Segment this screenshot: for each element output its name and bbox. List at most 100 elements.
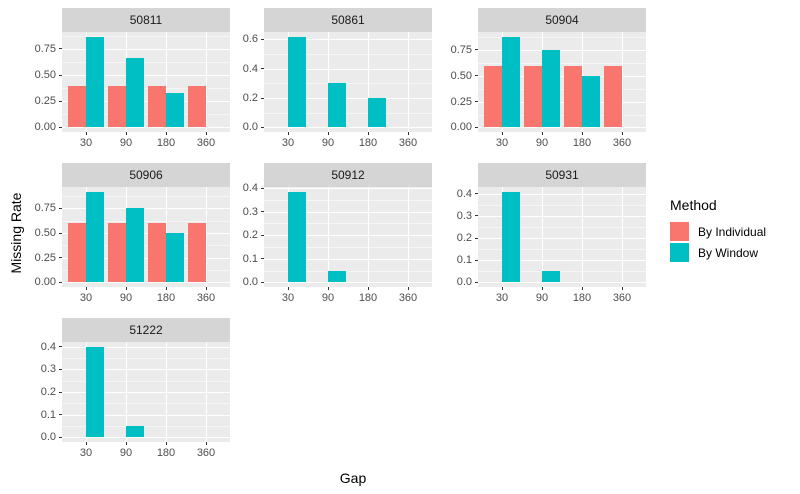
x-tick-mark [125,132,127,135]
gridline-major [478,127,646,129]
bar-by-window [166,233,184,283]
y-tick-mark [475,126,478,128]
gridline-minor [62,220,230,222]
legend-swatch-by-window [670,243,689,262]
x-axis-title: Gap [339,470,367,486]
y-tick-mark [59,281,62,283]
bar-by-window [368,98,386,128]
y-tick-label: 0.00 [34,276,56,289]
gridline-x [206,187,207,287]
gridline-major [62,233,230,235]
gridline-minor [62,195,230,197]
gridline-major [62,101,230,103]
gridline-x [368,32,369,132]
gridline-x [368,187,369,287]
gridline-major [478,75,646,77]
legend-swatch-by-individual [670,222,689,241]
facet-strip: 50811 [62,8,230,32]
y-tick-mark [59,368,62,370]
x-tick-label: 360 [196,137,216,149]
y-tick-label: 0.0 [456,276,472,289]
gridline-major [62,346,230,348]
y-tick-label: 0.75 [34,42,56,55]
x-tick-mark [621,132,623,135]
gridline-x [206,32,207,132]
x-tick-label: 90 [321,137,335,149]
bar-by-window [166,92,184,128]
gridline-major [264,235,432,237]
gridline-major [478,215,646,217]
x-tick-mark [205,287,207,290]
gridline-x [408,32,409,132]
gridline-x [622,187,623,287]
gridline-major [478,101,646,103]
legend-item: By Window [670,243,766,262]
y-tick-mark [475,215,478,217]
x-tick-label: 30 [281,137,295,149]
gridline-major [62,369,230,371]
y-tick-label: 0.00 [34,121,56,134]
facet-strip: 50906 [62,163,230,187]
gridline-minor [264,83,432,85]
facet-panel-50811 [62,32,230,132]
facet-panel-50904 [478,32,646,132]
x-tick-label: 180 [358,292,378,304]
gridline-major [478,260,646,262]
gridline-x [408,187,409,287]
y-tick-mark [59,207,62,209]
x-tick-mark [327,287,329,290]
bar-by-individual [188,85,206,128]
gridline-major [264,39,432,41]
gridline-minor [62,357,230,359]
x-tick-mark [367,132,369,135]
gridline-major [264,98,432,100]
y-tick-label: 0.1 [456,254,472,267]
y-tick-label: 0.2 [242,92,258,105]
gridline-major [478,193,646,195]
gridline-minor [478,62,646,64]
gridline-minor [478,249,646,251]
bar-by-individual [68,223,86,283]
x-tick-mark [165,442,167,445]
y-tick-mark [59,436,62,438]
y-tick-mark [475,49,478,51]
bar-by-window [502,36,520,128]
facet-panel-50931 [478,187,646,287]
x-tick-mark [205,442,207,445]
y-tick-mark [475,193,478,195]
bar-by-individual [524,65,542,128]
bar-by-window [126,208,144,283]
bar-by-window [288,191,306,283]
x-tick-label: 30 [79,292,93,304]
y-tick-mark [59,414,62,416]
gridline-minor [478,271,646,273]
gridline-x [622,32,623,132]
y-tick-mark [475,101,478,103]
gridline-major [264,68,432,70]
x-tick-label: 360 [196,292,216,304]
y-tick-mark [261,211,264,213]
gridline-major [62,257,230,259]
gridline-major [62,208,230,210]
gridline-minor [62,61,230,63]
bar-by-window [86,191,104,283]
legend: Method By Individual By Window [670,197,766,264]
gridline-x [542,187,543,287]
y-tick-label: 0.50 [34,69,56,82]
x-tick-label: 30 [79,137,93,149]
x-tick-mark [287,132,289,135]
gridline-x [166,32,167,132]
bar-by-individual [108,223,126,283]
y-tick-label: 0.25 [34,251,56,264]
x-tick-label: 360 [196,447,216,459]
y-tick-label: 0.3 [242,205,258,218]
facet-strip: 50904 [478,8,646,32]
gridline-minor [478,114,646,116]
y-tick-mark [475,237,478,239]
facet-strip: 50912 [264,163,432,187]
x-tick-label: 90 [119,137,133,149]
y-tick-mark [261,126,264,128]
gridline-major [264,127,432,129]
y-tick-label: 0.2 [456,232,472,245]
x-tick-label: 360 [612,292,632,304]
